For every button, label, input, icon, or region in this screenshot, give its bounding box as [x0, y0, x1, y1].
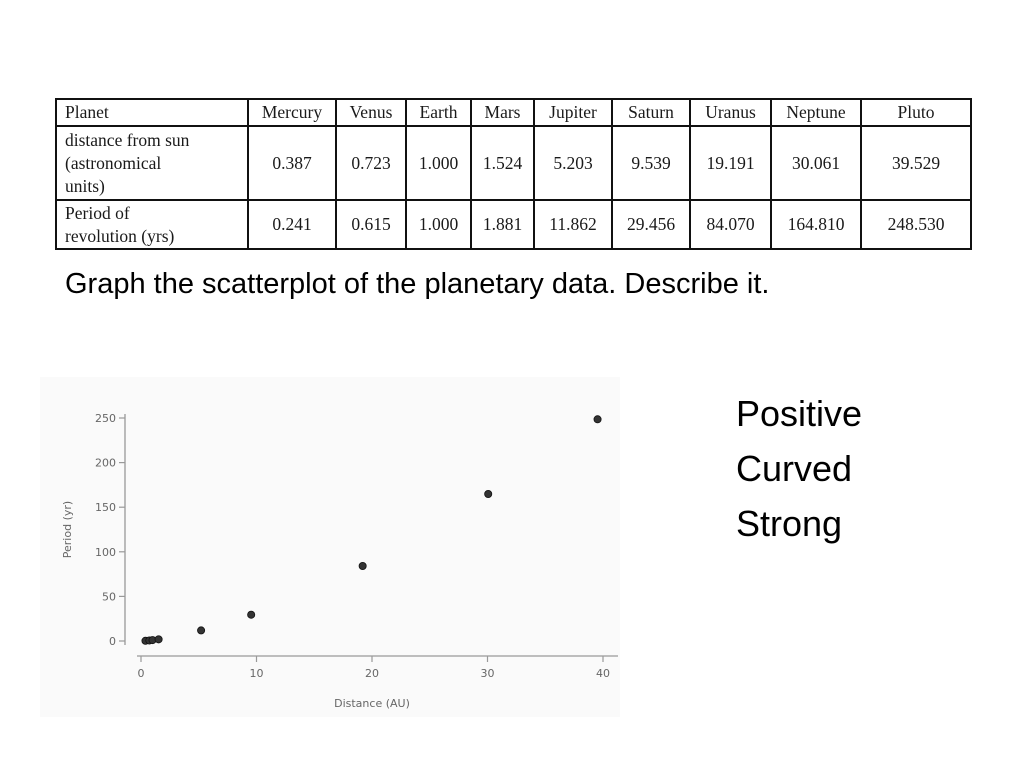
- question-text: Graph the scatterplot of the planetary d…: [65, 268, 770, 300]
- table-header-cell: Planet: [55, 98, 249, 127]
- table-cell: 1.524: [470, 125, 535, 201]
- data-point: [154, 635, 163, 644]
- table-cell: 29.456: [611, 199, 691, 250]
- table-cell: 1.000: [405, 125, 472, 201]
- x-tick-label: 20: [365, 667, 379, 680]
- scatterplot-chart: 0 50 100 150 200 250 0 10 20 30 40 Distance (AU) Per…: [61, 412, 618, 710]
- description-list: Positive Curved Strong: [736, 386, 862, 551]
- table-cell: 1.000: [405, 199, 472, 250]
- table-header-cell: Venus: [335, 98, 407, 127]
- table-header-cell: Pluto: [860, 98, 972, 127]
- row-label-line: revolution (yrs): [65, 225, 175, 246]
- table-cell: 248.530: [860, 199, 972, 250]
- descriptor-form: Curved: [736, 448, 853, 489]
- table-cell: 0.723: [335, 125, 407, 201]
- x-tick-label: 10: [250, 667, 264, 680]
- row-label-distance: distance from sun (astronomical units): [55, 125, 249, 201]
- table-cell: 9.539: [611, 125, 691, 201]
- y-tick-label: 150: [95, 501, 116, 514]
- table-cell: 19.191: [689, 125, 772, 201]
- table-cell: 164.810: [770, 199, 862, 250]
- table-header-cell: Jupiter: [533, 98, 613, 127]
- data-point: [197, 626, 206, 635]
- descriptor-direction: Positive: [736, 393, 863, 434]
- row-label-line: (astronomical: [65, 152, 162, 173]
- table-cell: 1.881: [470, 199, 535, 250]
- scatterplot-panel: 0 50 100 150 200 250 0 10 20 30 40 Distance (AU) Per…: [40, 377, 620, 717]
- x-tick-label: 30: [481, 667, 495, 680]
- table-cell: 30.061: [770, 125, 862, 201]
- table-header-row: Planet Mercury Venus Earth Mars Jupiter …: [55, 98, 972, 127]
- table-header-cell: Saturn: [611, 98, 691, 127]
- table-row-distance: distance from sun (astronomical units) 0…: [55, 125, 972, 201]
- data-point: [593, 415, 602, 424]
- table-header-cell: Uranus: [689, 98, 772, 127]
- row-label-line: units): [65, 175, 105, 196]
- table-cell: 39.529: [860, 125, 972, 201]
- table-cell: 0.241: [247, 199, 337, 250]
- table-header-cell: Mercury: [247, 98, 337, 127]
- table-cell: 11.862: [533, 199, 613, 250]
- y-tick-label: 50: [102, 590, 116, 603]
- x-tick-label: 0: [138, 667, 145, 680]
- data-point: [358, 562, 367, 571]
- x-axis-title: Distance (AU): [334, 697, 410, 710]
- y-tick-label: 200: [95, 457, 116, 470]
- table-cell: 0.387: [247, 125, 337, 201]
- y-tick-label: 0: [109, 635, 116, 648]
- planet-data-table: Planet Mercury Venus Earth Mars Jupiter …: [55, 98, 972, 250]
- table-header-cell: Earth: [405, 98, 472, 127]
- table-cell: 84.070: [689, 199, 772, 250]
- row-label-line: Period of: [65, 202, 130, 223]
- table-header-cell: Mars: [470, 98, 535, 127]
- y-tick-label: 100: [95, 546, 116, 559]
- y-tick-label: 250: [95, 412, 116, 425]
- y-axis-title: Period (yr): [61, 501, 74, 558]
- data-point: [247, 610, 256, 619]
- descriptor-strength: Strong: [736, 503, 843, 544]
- row-label-line: distance from sun: [65, 129, 190, 150]
- table-cell: 0.615: [335, 199, 407, 250]
- data-point: [484, 489, 493, 498]
- table-header-cell: Neptune: [770, 98, 862, 127]
- table-cell: 5.203: [533, 125, 613, 201]
- row-label-period: Period of revolution (yrs): [55, 199, 249, 250]
- x-tick-label: 40: [596, 667, 610, 680]
- table-row-period: Period of revolution (yrs) 0.241 0.615 1…: [55, 199, 972, 250]
